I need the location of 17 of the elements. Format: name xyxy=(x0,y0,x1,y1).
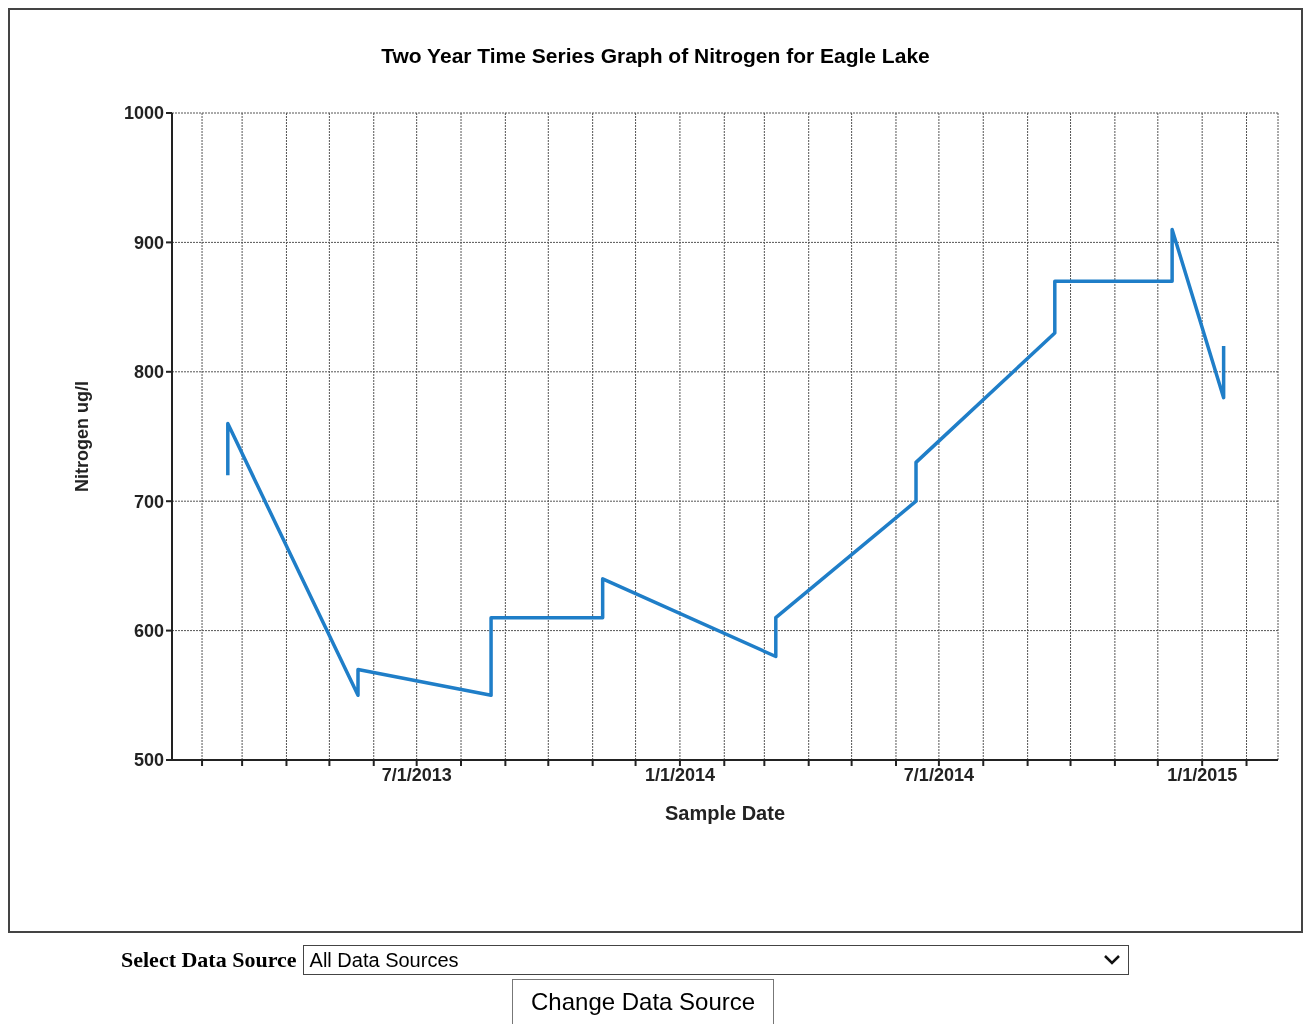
y-tick-label: 700 xyxy=(133,491,164,512)
x-tick-label: 1/1/2015 xyxy=(1167,764,1238,785)
button: Change Data Source xyxy=(512,979,775,1024)
y-tick-label: 600 xyxy=(133,620,164,641)
x-axis-title: Sample Date xyxy=(664,802,786,824)
x-tick-label: 1/1/2014 xyxy=(644,764,715,785)
dropdown-field: All Data Sources xyxy=(302,945,1129,975)
y-tick-label: 900 xyxy=(133,232,164,253)
chart-title: Two Year Time Series Graph of Nitrogen for Eagle Lake xyxy=(381,44,930,67)
y-tick-label: 1000 xyxy=(123,103,164,124)
y-axis-title: Nitrogen ug/l xyxy=(72,381,93,492)
y-tick-label: 800 xyxy=(133,362,164,383)
line-series xyxy=(226,227,1226,698)
y-tick-label: 500 xyxy=(133,750,164,771)
text: Select Data Source xyxy=(121,947,297,972)
x-tick-label: 7/1/2014 xyxy=(903,764,974,785)
x-tick-label: 7/1/2013 xyxy=(381,764,452,785)
